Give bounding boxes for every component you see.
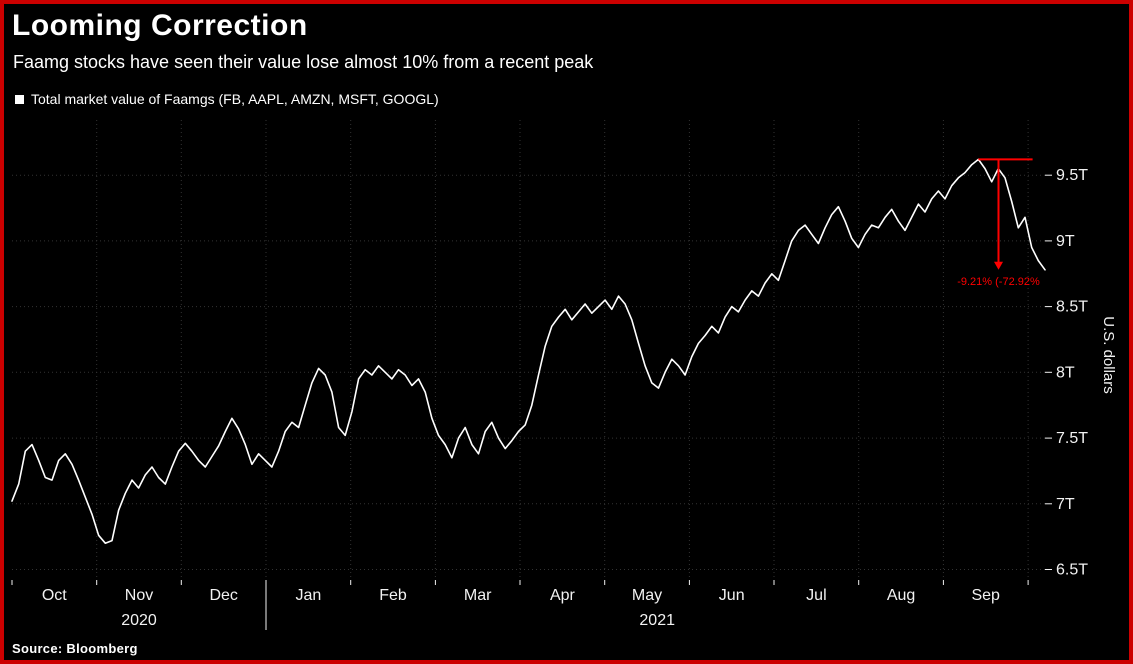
line-chart: 6.5T 7T 7.5T 8T 8.5T 9T 9.5T Oct Nov Dec Jan Feb Mar…	[11, 120, 1117, 630]
y-tick-label: 8.5T	[1056, 299, 1088, 316]
grid-lines	[12, 120, 1045, 580]
x-tick-label: Mar	[464, 587, 492, 604]
drop-annotation: -9.21% (-72.92%	[957, 158, 1040, 288]
drop-arrow-head-icon	[994, 261, 1003, 270]
drop-annotation-label: -9.21% (-72.92%	[957, 276, 1040, 288]
x-tick-label: Dec	[209, 587, 237, 604]
y-tick-label: 8T	[1056, 364, 1075, 381]
legend-swatch-icon	[15, 94, 24, 104]
axis-ticks	[11, 174, 1052, 630]
chart-title: Looming Correction	[12, 9, 308, 42]
x-tick-label: Nov	[125, 587, 153, 604]
x-tick-label: Oct	[42, 587, 67, 604]
y-tick-label: 9T	[1056, 233, 1075, 250]
legend-label: Total market value of Faamgs (FB, AAPL, …	[31, 91, 439, 107]
x-tick-label: Aug	[887, 587, 915, 604]
x-tick-label: Apr	[550, 587, 576, 604]
y-axis-labels: 6.5T 7T 7.5T 8T 8.5T 9T 9.5T	[1056, 167, 1088, 578]
x-tick-label: Sep	[971, 587, 1000, 604]
x-tick-label: Feb	[379, 587, 407, 604]
y-axis-title: U.S. dollars	[1100, 316, 1117, 394]
chart-subtitle: Faamg stocks have seen their value lose …	[13, 52, 594, 72]
y-tick-label: 9.5T	[1056, 167, 1088, 184]
x-tick-label: Jul	[806, 587, 826, 604]
source-note: Source: Bloomberg	[12, 641, 138, 656]
x-axis-labels: Oct Nov Dec Jan Feb Mar Apr May Jun Jul Aug Sep 2020…	[42, 587, 1000, 629]
series-line	[11, 158, 1046, 544]
y-tick-label: 7T	[1056, 496, 1075, 513]
y-tick-label: 7.5T	[1056, 430, 1088, 447]
year-label: 2020	[121, 612, 157, 629]
legend: Total market value of Faamgs (FB, AAPL, …	[15, 91, 439, 107]
x-tick-label: Jun	[719, 587, 745, 604]
y-tick-label: 6.5T	[1056, 562, 1088, 579]
x-tick-label: Jan	[296, 587, 322, 604]
year-label: 2021	[639, 612, 675, 629]
x-tick-label: May	[632, 587, 662, 604]
